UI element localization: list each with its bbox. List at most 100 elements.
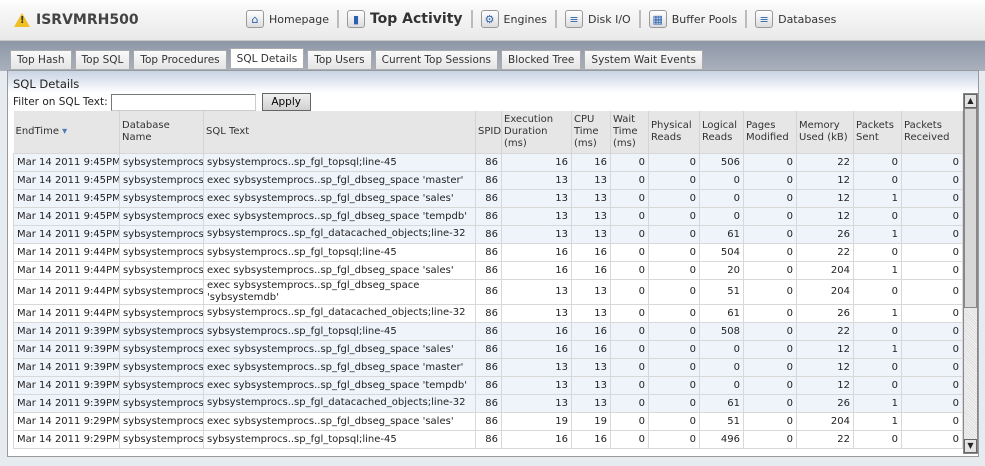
cell-database-name: sybsystemprocs (119, 339, 204, 359)
cell-sql-text: exec sybsystemprocs..sp_fgl_dbseg_space … (203, 170, 476, 190)
cell-sql-text: sybsystemprocs..sp_fgl_datacached_object… (203, 303, 476, 323)
cell-spid: 86 (475, 339, 502, 359)
cell-database-name: sybsystemprocs (119, 170, 204, 190)
nav-buffer-pools[interactable]: ▦ Buffer Pools (641, 10, 745, 28)
cell-pages-modified: 0 (743, 375, 797, 395)
cell-execution-duration-ms: 16 (501, 321, 572, 341)
tab-top-procedures[interactable]: Top Procedures (133, 50, 227, 69)
cell-cpu-time-ms: 13 (571, 393, 611, 413)
tab-top-hash[interactable]: Top Hash (10, 50, 72, 69)
cell-spid: 86 (475, 170, 502, 190)
cell-database-name: sybsystemprocs (119, 206, 204, 226)
cell-database-name: sybsystemprocs (119, 321, 204, 341)
column-header[interactable]: CPU Time (ms) (571, 111, 611, 153)
scroll-up-button[interactable]: ▲ (964, 94, 977, 108)
cell-packets-sent: 1 (853, 260, 902, 280)
cell-wait-time-ms: 0 (610, 429, 649, 449)
table-row[interactable]: Mar 14 2011 9:29PM sybsystemprocs exec syb… (13, 411, 963, 431)
tab-top-users[interactable]: Top Users (307, 50, 372, 69)
cell-cpu-time-ms: 16 (571, 429, 611, 449)
tab-system-wait-events[interactable]: System Wait Events (584, 50, 703, 69)
table-row[interactable]: Mar 14 2011 9:29PM sybsystemprocs sybsyste… (13, 429, 963, 449)
filter-label: Filter on SQL Text: (13, 96, 108, 108)
table-row[interactable]: Mar 14 2011 9:44PM sybsystemprocs sybsyste… (13, 242, 963, 262)
cell-cpu-time-ms: 16 (571, 152, 611, 172)
table-row[interactable]: Mar 14 2011 9:39PM sybsystemprocs sybsyste… (13, 393, 963, 413)
column-header[interactable]: Wait Time (ms) (610, 111, 649, 153)
cell-pages-modified: 0 (743, 303, 797, 323)
vertical-scrollbar[interactable]: ▲ ▼ (963, 93, 978, 454)
column-header[interactable]: SPID (475, 111, 502, 153)
cell-cpu-time-ms: 13 (571, 375, 611, 395)
column-header[interactable]: Database Name (119, 111, 204, 153)
warning-icon (14, 13, 30, 27)
top-nav: ⌂ Homepage ▮ Top Activity ⚙ Engines ≡ Disk I/O ▦… (238, 10, 844, 28)
table-row[interactable]: Mar 14 2011 9:39PM sybsystemprocs exec syb… (13, 357, 963, 377)
table-row[interactable]: Mar 14 2011 9:44PM sybsystemprocs sybsyste… (13, 303, 963, 323)
cell-endtime: Mar 14 2011 9:45PM (13, 152, 120, 172)
cell-cpu-time-ms: 13 (571, 170, 611, 190)
cell-endtime: Mar 14 2011 9:44PM (13, 260, 120, 280)
cell-endtime: Mar 14 2011 9:45PM (13, 188, 120, 208)
column-header[interactable]: Execution Duration (ms) (501, 111, 572, 153)
tab-top-sql[interactable]: Top SQL (74, 50, 131, 69)
cell-cpu-time-ms: 13 (571, 188, 611, 208)
column-header-label: Database Name (122, 119, 170, 143)
column-header[interactable]: EndTime ▾ (13, 111, 120, 153)
cell-wait-time-ms: 0 (610, 242, 649, 262)
filter-input[interactable] (110, 93, 256, 111)
table-row[interactable]: Mar 14 2011 9:45PM sybsystemprocs exec syb… (13, 188, 963, 208)
table-row[interactable]: Mar 14 2011 9:45PM sybsystemprocs sybsyste… (13, 224, 963, 244)
cell-packets-received: 0 (901, 357, 963, 377)
table-row[interactable]: Mar 14 2011 9:39PM sybsystemprocs exec syb… (13, 339, 963, 359)
cell-memory-used-kb: 12 (796, 339, 854, 359)
nav-databases[interactable]: ≡ Databases (747, 10, 844, 28)
cell-packets-sent: 0 (853, 278, 902, 305)
nav-top-activity[interactable]: ▮ Top Activity (339, 10, 471, 28)
nav-label: Homepage (269, 12, 329, 26)
nav-homepage[interactable]: ⌂ Homepage (238, 10, 337, 28)
nav-separator (554, 10, 557, 28)
cell-execution-duration-ms: 13 (501, 224, 572, 244)
cell-logical-reads: 61 (699, 393, 744, 413)
apply-button[interactable]: Apply (261, 93, 311, 111)
column-header-label: Wait Time (ms) (613, 113, 638, 149)
nav-separator (745, 10, 748, 28)
scroll-thumb[interactable] (964, 108, 977, 308)
column-header[interactable]: Physical Reads (648, 111, 700, 153)
cell-spid: 86 (475, 278, 502, 305)
table-row[interactable]: Mar 14 2011 9:45PM sybsystemprocs exec syb… (13, 206, 963, 226)
home-icon: ⌂ (246, 10, 264, 28)
table-row[interactable]: Mar 14 2011 9:45PM sybsystemprocs exec syb… (13, 170, 963, 190)
table-row[interactable]: Mar 14 2011 9:39PM sybsystemprocs exec syb… (13, 375, 963, 395)
cell-memory-used-kb: 26 (796, 224, 854, 244)
tab-sql-details[interactable]: SQL Details (229, 48, 305, 68)
cell-cpu-time-ms: 13 (571, 357, 611, 377)
table-row[interactable]: Mar 14 2011 9:44PM sybsystemprocs exec syb… (13, 278, 963, 305)
cell-sql-text: sybsystemprocs..sp_fgl_datacached_object… (203, 224, 476, 244)
tab-blocked-tree[interactable]: Blocked Tree (501, 50, 582, 69)
cell-spid: 86 (475, 393, 502, 413)
column-header[interactable]: Memory Used (kB) (796, 111, 854, 153)
column-header[interactable]: Logical Reads (699, 111, 744, 153)
tab-current-top-sessions[interactable]: Current Top Sessions (374, 50, 499, 69)
cell-execution-duration-ms: 13 (501, 206, 572, 226)
table-row[interactable]: Mar 14 2011 9:44PM sybsystemprocs exec syb… (13, 260, 963, 280)
cell-packets-received: 0 (901, 188, 963, 208)
cell-packets-sent: 1 (853, 224, 902, 244)
table-row[interactable]: Mar 14 2011 9:45PM sybsystemprocs sybsyste… (13, 152, 963, 172)
sql-details-table: EndTime ▾ Database Name SQL Text SPID Execut… (13, 111, 963, 449)
cell-sql-text: exec sybsystemprocs..sp_fgl_dbseg_space … (203, 375, 476, 395)
table-row[interactable]: Mar 14 2011 9:39PM sybsystemprocs sybsyste… (13, 321, 963, 341)
column-header[interactable]: Packets Sent (853, 111, 902, 153)
column-header[interactable]: SQL Text (203, 111, 476, 153)
cell-physical-reads: 0 (648, 339, 700, 359)
cell-sql-text: exec sybsystemprocs..sp_fgl_dbseg_space … (203, 411, 476, 431)
cell-memory-used-kb: 26 (796, 393, 854, 413)
cell-spid: 86 (475, 224, 502, 244)
scroll-down-button[interactable]: ▼ (964, 439, 977, 453)
column-header[interactable]: Packets Received (901, 111, 963, 153)
nav-disk-i-o[interactable]: ≡ Disk I/O (557, 10, 639, 28)
column-header[interactable]: Pages Modified (743, 111, 797, 153)
nav-engines[interactable]: ⚙ Engines (473, 10, 555, 28)
